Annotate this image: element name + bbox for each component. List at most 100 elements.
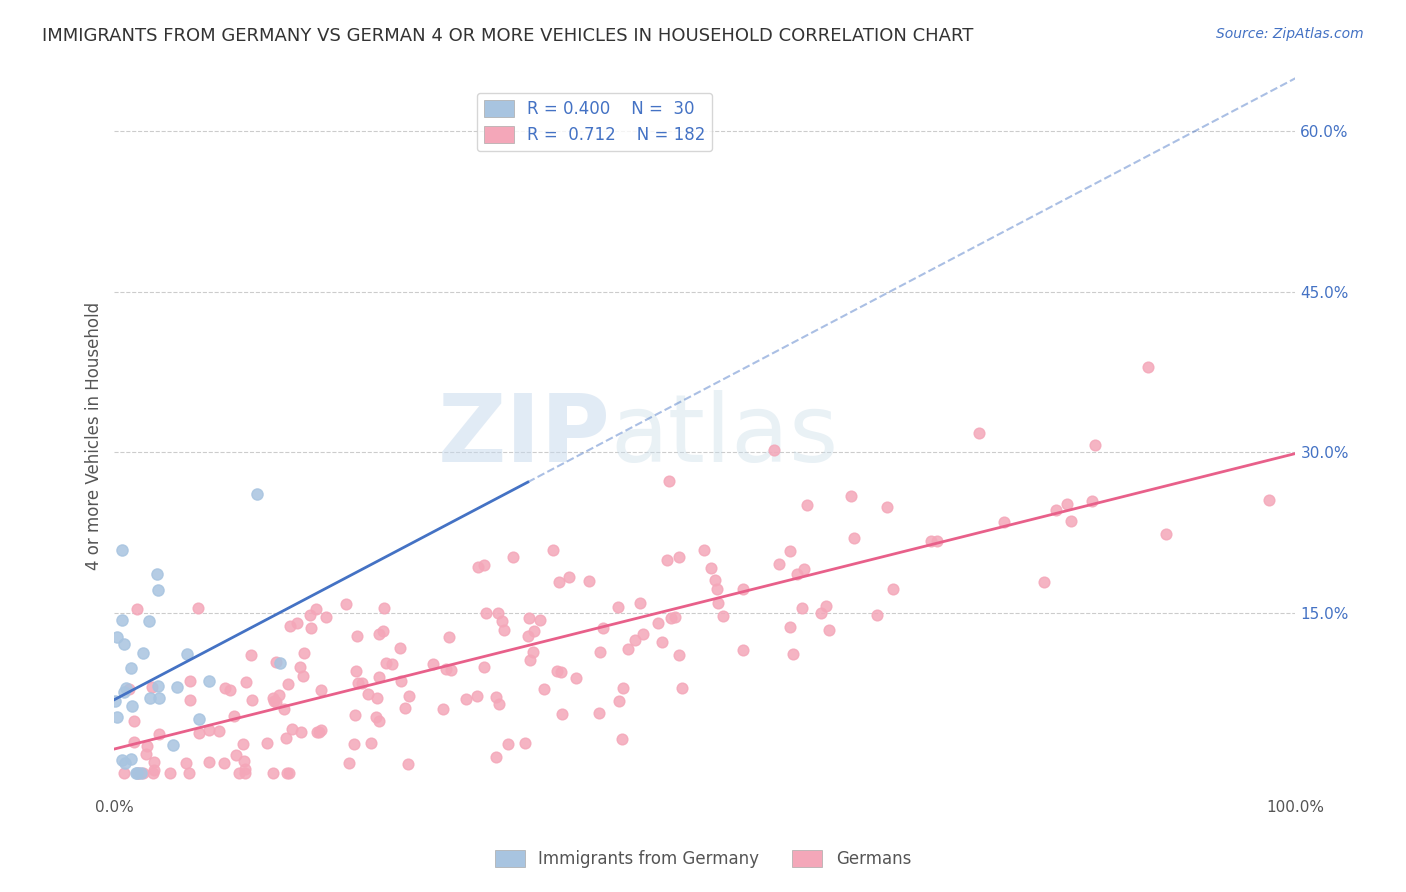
Point <box>658 474 681 488</box>
Point <box>664 610 686 624</box>
Point <box>266 655 288 669</box>
Point <box>882 582 904 596</box>
Point <box>398 690 420 704</box>
Point <box>105 630 128 644</box>
Point <box>277 766 299 780</box>
Point <box>790 601 813 615</box>
Point <box>707 596 730 610</box>
Point <box>631 627 654 641</box>
Point <box>198 723 221 738</box>
Point <box>142 766 165 780</box>
Point <box>125 766 148 780</box>
Point <box>607 694 630 708</box>
Point <box>124 714 146 728</box>
Point <box>198 674 221 689</box>
Point <box>110 613 132 627</box>
Point <box>233 766 256 780</box>
Point <box>174 756 197 771</box>
Point <box>368 627 391 641</box>
Point <box>396 757 419 772</box>
Point <box>612 681 634 695</box>
Point <box>394 701 416 715</box>
Point <box>1258 493 1281 508</box>
Point <box>588 706 610 720</box>
Point <box>373 601 395 615</box>
Point <box>839 489 862 503</box>
Point <box>371 624 394 638</box>
Point <box>233 762 256 776</box>
Point <box>782 648 804 662</box>
Point <box>132 766 155 780</box>
Point <box>578 574 600 589</box>
Point <box>467 559 489 574</box>
Point <box>307 725 329 739</box>
Point <box>731 643 754 657</box>
Point <box>779 620 801 634</box>
Legend: Immigrants from Germany, Germans: Immigrants from Germany, Germans <box>488 843 918 875</box>
Point <box>122 735 145 749</box>
Point <box>388 641 411 656</box>
Point <box>364 710 387 724</box>
Point <box>432 702 454 716</box>
Point <box>592 621 614 635</box>
Point <box>127 766 149 780</box>
Point <box>264 695 287 709</box>
Point <box>786 567 808 582</box>
Point <box>796 498 818 512</box>
Point <box>671 681 693 696</box>
Point <box>235 675 257 690</box>
Point <box>876 500 898 514</box>
Point <box>121 699 143 714</box>
Point <box>1056 497 1078 511</box>
Point <box>925 534 948 549</box>
Point <box>485 750 508 764</box>
Point <box>548 574 571 589</box>
Point <box>533 682 555 697</box>
Point <box>472 659 495 673</box>
Point <box>491 614 513 628</box>
Point <box>502 550 524 565</box>
Point <box>285 615 308 630</box>
Point <box>138 614 160 628</box>
Point <box>381 657 404 671</box>
Point <box>818 624 841 638</box>
Point <box>711 609 734 624</box>
Point <box>112 685 135 699</box>
Point <box>228 766 250 780</box>
Point <box>146 583 169 598</box>
Point <box>496 738 519 752</box>
Point <box>866 607 889 622</box>
Point <box>305 601 328 615</box>
Point <box>488 697 510 711</box>
Point <box>277 677 299 691</box>
Point <box>256 736 278 750</box>
Point <box>343 737 366 751</box>
Point <box>290 659 312 673</box>
Point <box>357 687 380 701</box>
Point <box>219 682 242 697</box>
Point <box>143 763 166 777</box>
Point <box>1033 575 1056 590</box>
Point <box>731 582 754 597</box>
Point <box>389 673 412 688</box>
Point <box>176 647 198 661</box>
Point <box>647 615 669 630</box>
Point <box>623 632 645 647</box>
Point <box>105 710 128 724</box>
Point <box>290 724 312 739</box>
Point <box>112 766 135 780</box>
Point <box>517 629 540 643</box>
Point <box>187 712 209 726</box>
Point <box>668 648 690 663</box>
Point <box>344 665 367 679</box>
Point <box>763 442 786 457</box>
Point <box>494 623 516 637</box>
Point <box>179 693 201 707</box>
Point <box>704 574 727 588</box>
Point <box>1045 503 1067 517</box>
Point <box>465 690 488 704</box>
Point <box>114 681 136 695</box>
Point <box>177 766 200 780</box>
Point <box>311 723 333 737</box>
Point <box>179 673 201 688</box>
